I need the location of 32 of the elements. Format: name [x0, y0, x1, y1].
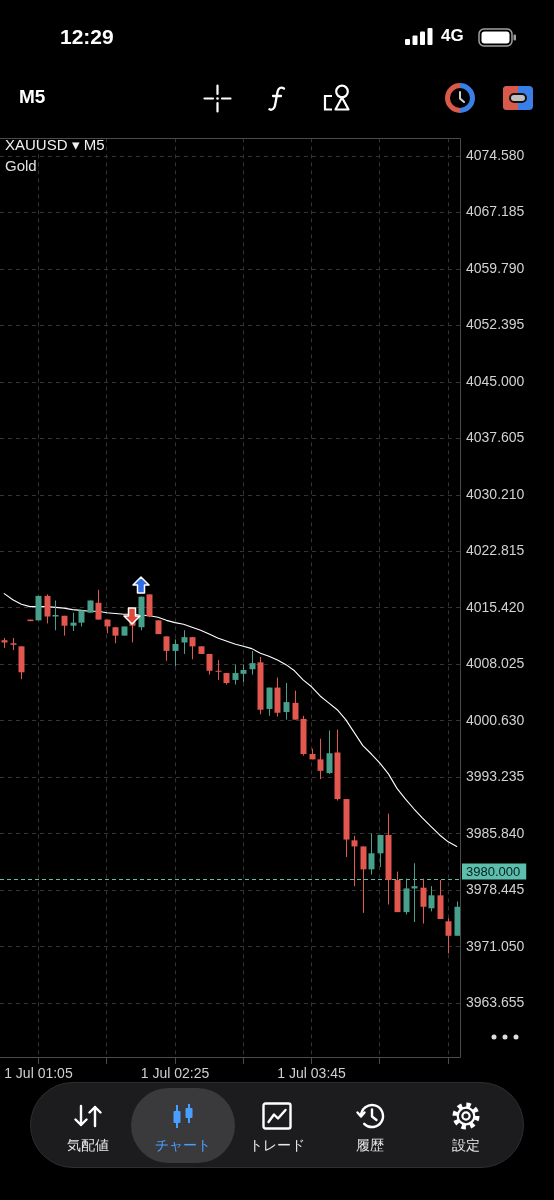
text: Gold	[5, 157, 37, 175]
text: 設定	[452, 1137, 480, 1153]
text: M5	[19, 86, 46, 108]
y-tick-label: 4008.025	[466, 655, 525, 672]
y-tick-label: 3963.655	[466, 994, 525, 1011]
y-tick-label: 3985.840	[466, 824, 525, 841]
text: チャート	[155, 1137, 211, 1153]
text: 履歴	[356, 1137, 384, 1153]
ref-line-label: 3980.000	[466, 863, 521, 879]
y-tick-label: 4000.630	[466, 711, 525, 728]
text: トレード	[249, 1137, 305, 1153]
chart-title: XAUUSD ▾ M5	[5, 136, 105, 154]
text: 4G	[441, 26, 464, 46]
text: 気配値	[67, 1137, 109, 1153]
y-tick-label: 4052.395	[466, 316, 525, 333]
x-tick-label: 1 Jul 02:25	[140, 1065, 210, 1082]
y-tick-label: 3971.050	[466, 937, 525, 954]
y-tick-label: 3978.445	[466, 881, 525, 898]
y-tick-label: 3993.235	[466, 768, 525, 785]
x-tick-label: 1 Jul 03:45	[277, 1065, 347, 1082]
y-tick-label: 4022.815	[466, 542, 525, 559]
y-tick-label: 4045.000	[466, 372, 525, 389]
y-tick-label: 4037.605	[466, 429, 525, 446]
y-tick-label: 4059.790	[466, 259, 525, 276]
candlestick	[181, 629, 188, 655]
y-tick-label: 4074.580	[466, 146, 525, 163]
y-tick-label: 4015.420	[466, 598, 525, 615]
candlestick	[52, 599, 59, 631]
y-tick-label: 4067.185	[466, 203, 525, 220]
x-tick-label: 1 Jul 01:05	[4, 1065, 73, 1082]
text: 12:29	[60, 25, 114, 49]
y-tick-label: 4030.210	[466, 485, 525, 502]
